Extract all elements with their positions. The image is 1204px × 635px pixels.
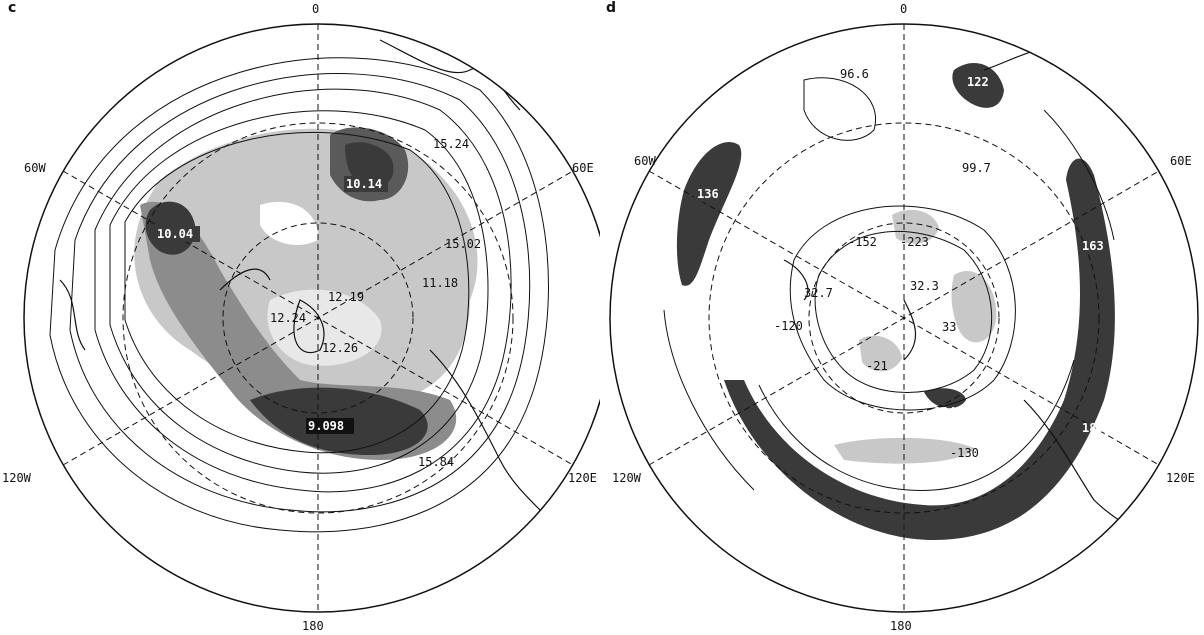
panel-letter: d <box>606 0 616 16</box>
contour-label: 136 <box>697 187 719 201</box>
lon-label-120e: 120E <box>568 471 597 485</box>
contour-label: 180 <box>1082 421 1104 435</box>
contour-label: 10.04 <box>157 227 193 241</box>
lon-label-120w: 120W <box>612 471 642 485</box>
lon-label-0: 0 <box>312 2 319 16</box>
map-panel-c: c 0 180 60W 60E 120W 120E <box>0 0 600 635</box>
lon-label-60e: 60E <box>572 161 594 175</box>
contour-label: -21 <box>866 359 888 373</box>
contour-label: 15.02 <box>445 237 481 251</box>
lon-label-60w: 60W <box>634 154 656 168</box>
label-box <box>154 226 200 242</box>
unshaded-center <box>260 201 319 245</box>
lon-label-120e: 120E <box>1166 471 1195 485</box>
label-box <box>344 176 388 192</box>
map-body-d <box>648 24 1185 612</box>
map-boundary-c <box>23 23 600 613</box>
anomaly-patch-light-east <box>951 271 997 343</box>
contour-label: -223 <box>900 235 929 249</box>
contour-label: 15.84 <box>418 455 454 469</box>
shade-region-pale-center <box>267 289 382 366</box>
contour-label: 9.098 <box>308 419 344 433</box>
contour-label: 232 <box>872 533 894 547</box>
panel-letter: c <box>8 0 16 16</box>
contour-label: 33 <box>942 320 956 334</box>
contour-label: 15.24 <box>433 137 469 151</box>
anomaly-patch-light-center <box>859 335 902 372</box>
anomaly-band-dark <box>724 158 1115 541</box>
lon-label-180: 180 <box>890 619 912 633</box>
label-box <box>694 186 722 202</box>
grid-lines-c <box>62 24 574 612</box>
contour-label: 122 <box>967 75 989 89</box>
contour-label: 32.3 <box>910 279 939 293</box>
contour-lines-d <box>663 77 1115 491</box>
grid-lines-d <box>648 24 1160 612</box>
contour-label: 10.14 <box>346 177 382 191</box>
contour-label: 32.7 <box>804 286 833 300</box>
polar-map-c: c 0 180 60W 60E 120W 120E <box>2 0 600 633</box>
contour-label: 12.19 <box>328 290 364 304</box>
contour-label: -130 <box>950 446 979 460</box>
lon-label-60w: 60W <box>24 161 46 175</box>
contour-label: -152 <box>848 235 877 249</box>
contour-label: 11.18 <box>422 276 458 290</box>
polar-map-d: d 0 180 60W 60E 120W 120E <box>606 0 1199 633</box>
contour-label: 96.6 <box>840 67 869 81</box>
lon-label-0: 0 <box>900 2 907 16</box>
lon-label-120w: 120W <box>2 471 32 485</box>
map-panel-d: d 0 180 60W 60E 120W 120E <box>604 0 1204 635</box>
contour-label: -120 <box>774 319 803 333</box>
map-boundary-d <box>609 23 1199 613</box>
contour-label: 124 <box>934 405 956 419</box>
lon-label-60e: 60E <box>1170 154 1192 168</box>
contour-lines-c <box>49 57 549 533</box>
contour-label: 12.24 <box>270 311 306 325</box>
contour-label: 163 <box>1082 239 1104 253</box>
anomaly-patch-60w <box>676 142 742 286</box>
label-box <box>964 74 992 90</box>
contour-label: 12.26 <box>322 341 358 355</box>
contour-label: 99.7 <box>962 161 991 175</box>
lon-label-180: 180 <box>302 619 324 633</box>
map-body-c <box>49 24 581 612</box>
label-box <box>306 418 354 434</box>
anomaly-patch-light-south <box>834 437 974 464</box>
